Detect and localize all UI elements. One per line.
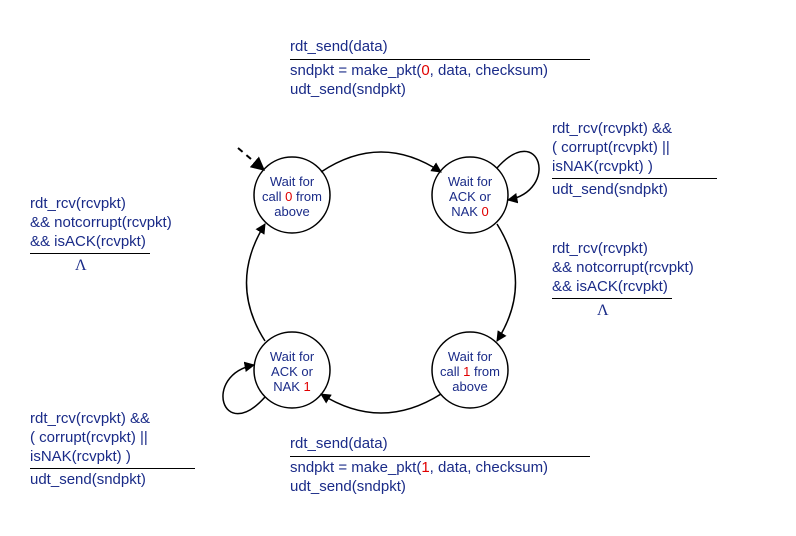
event: && isACK(rcvpkt) [552,278,742,297]
seq-num: 0 [421,62,429,79]
label-wait-call-0: Wait for call 0 from above [258,175,326,220]
event: rdt_rcv(rcvpkt) && [30,410,195,429]
text: sndpkt = make_pkt( [290,459,421,476]
text: ACK or [449,189,491,204]
text: NAK [451,204,481,219]
event: isNAK(rcvpkt) ) [30,448,195,467]
trans-bottom: rdt_send(data) sndpkt = make_pkt(1, data… [290,435,590,496]
divider [290,59,590,60]
text: , data, checksum) [430,459,548,476]
text: call [440,364,463,379]
text: , data, checksum) [430,62,548,79]
seq-num: 1 [421,459,429,476]
text: from [470,364,500,379]
divider [290,456,590,457]
event: ( corrupt(rcvpkt) || [30,429,195,448]
seq-num: 1 [304,379,311,394]
event: rdt_send(data) [290,38,590,57]
divider [552,178,717,179]
action: udt_send(sndpkt) [552,181,717,200]
event: ( corrupt(rcvpkt) || [552,139,717,158]
text: above [274,204,309,219]
event: && notcorrupt(rcvpkt) [552,259,742,278]
event: rdt_rcv(rcvpkt) [552,240,742,259]
text: from [292,189,322,204]
seq-num: 0 [482,204,489,219]
initial-arrow [238,148,264,170]
label-wait-call-1: Wait for call 1 from above [436,350,504,395]
action-lambda: Λ [30,256,220,276]
text: above [452,379,487,394]
event: rdt_send(data) [290,435,590,454]
action: udt_send(sndpkt) [290,478,590,497]
text: Wait for [448,174,492,189]
edge-ack0-to-call1 [497,224,516,341]
action-lambda: Λ [552,301,742,321]
action: udt_send(sndpkt) [30,471,195,490]
edge-call0-to-ack0 [321,152,441,172]
trans-left: rdt_rcv(rcvpkt) && notcorrupt(rcvpkt) &&… [30,195,220,276]
label-wait-ack-0: Wait for ACK or NAK 0 [436,175,504,220]
divider [30,468,195,469]
divider [552,298,672,299]
divider [30,253,150,254]
trans-right: rdt_rcv(rcvpkt) && notcorrupt(rcvpkt) &&… [552,240,742,321]
event: isNAK(rcvpkt) ) [552,158,717,177]
action: sndpkt = make_pkt(1, data, checksum) [290,459,590,478]
action: sndpkt = make_pkt(0, data, checksum) [290,62,590,81]
event: && isACK(rcvpkt) [30,233,220,252]
edge-call1-to-ack1 [321,394,441,413]
action: udt_send(sndpkt) [290,81,590,100]
text: NAK [273,379,303,394]
event: rdt_rcv(rcvpkt) [30,195,220,214]
edge-ack1-to-call0 [247,224,266,341]
text: Wait for [270,349,314,364]
text: Wait for [270,174,314,189]
trans-right-self: rdt_rcv(rcvpkt) && ( corrupt(rcvpkt) || … [552,120,717,200]
text: Wait for [448,349,492,364]
trans-left-self: rdt_rcv(rcvpkt) && ( corrupt(rcvpkt) || … [30,410,195,490]
text: sndpkt = make_pkt( [290,62,421,79]
text: ACK or [271,364,313,379]
text: call [262,189,285,204]
label-wait-ack-1: Wait for ACK or NAK 1 [258,350,326,395]
event: && notcorrupt(rcvpkt) [30,214,220,233]
event: rdt_rcv(rcvpkt) && [552,120,717,139]
trans-top: rdt_send(data) sndpkt = make_pkt(0, data… [290,38,590,99]
